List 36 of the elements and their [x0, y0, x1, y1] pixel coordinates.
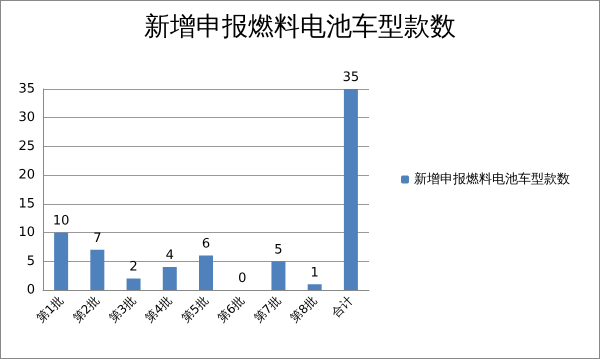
data-label: 6 [202, 236, 210, 252]
y-tick-label: 0 [26, 282, 35, 298]
y-tick-label: 35 [18, 82, 35, 96]
x-tick-label: 第4批 [142, 293, 175, 326]
y-tick-label: 5 [26, 254, 35, 269]
bar [271, 261, 286, 290]
bar [54, 232, 68, 290]
data-label: 4 [166, 248, 174, 264]
x-tick-label: 第7批 [251, 293, 284, 326]
data-label: 7 [93, 230, 102, 246]
x-tick-label: 合计 [328, 293, 356, 320]
y-tick-label: 30 [18, 110, 35, 126]
x-tick-label: 第5批 [178, 293, 211, 326]
data-label: 35 [342, 70, 360, 85]
x-tick-label: 第6批 [214, 293, 248, 326]
x-tick-label: 第3批 [106, 293, 139, 326]
data-label: 0 [238, 271, 246, 286]
bar [162, 267, 177, 290]
chart-title: 新增申报燃料电池车型款数 [144, 12, 456, 42]
bar [308, 284, 322, 290]
y-tick-label: 25 [18, 138, 35, 154]
data-label: 1 [310, 265, 319, 280]
bar [199, 256, 213, 290]
data-label: 10 [52, 214, 70, 229]
y-tick-label: 10 [18, 225, 35, 240]
y-tick-label: 15 [18, 196, 35, 212]
legend-label: 新增申报燃料电池车型款数 [414, 172, 570, 187]
x-tick-label: 第2批 [70, 293, 102, 326]
y-tick-label: 20 [18, 168, 35, 183]
data-label: 2 [129, 260, 138, 275]
bar [90, 250, 104, 290]
x-tick-label: 第1批 [34, 293, 66, 326]
x-tick-label: 第8批 [287, 293, 320, 326]
bar [126, 278, 141, 290]
bar [344, 89, 358, 290]
data-label: 5 [274, 242, 283, 258]
